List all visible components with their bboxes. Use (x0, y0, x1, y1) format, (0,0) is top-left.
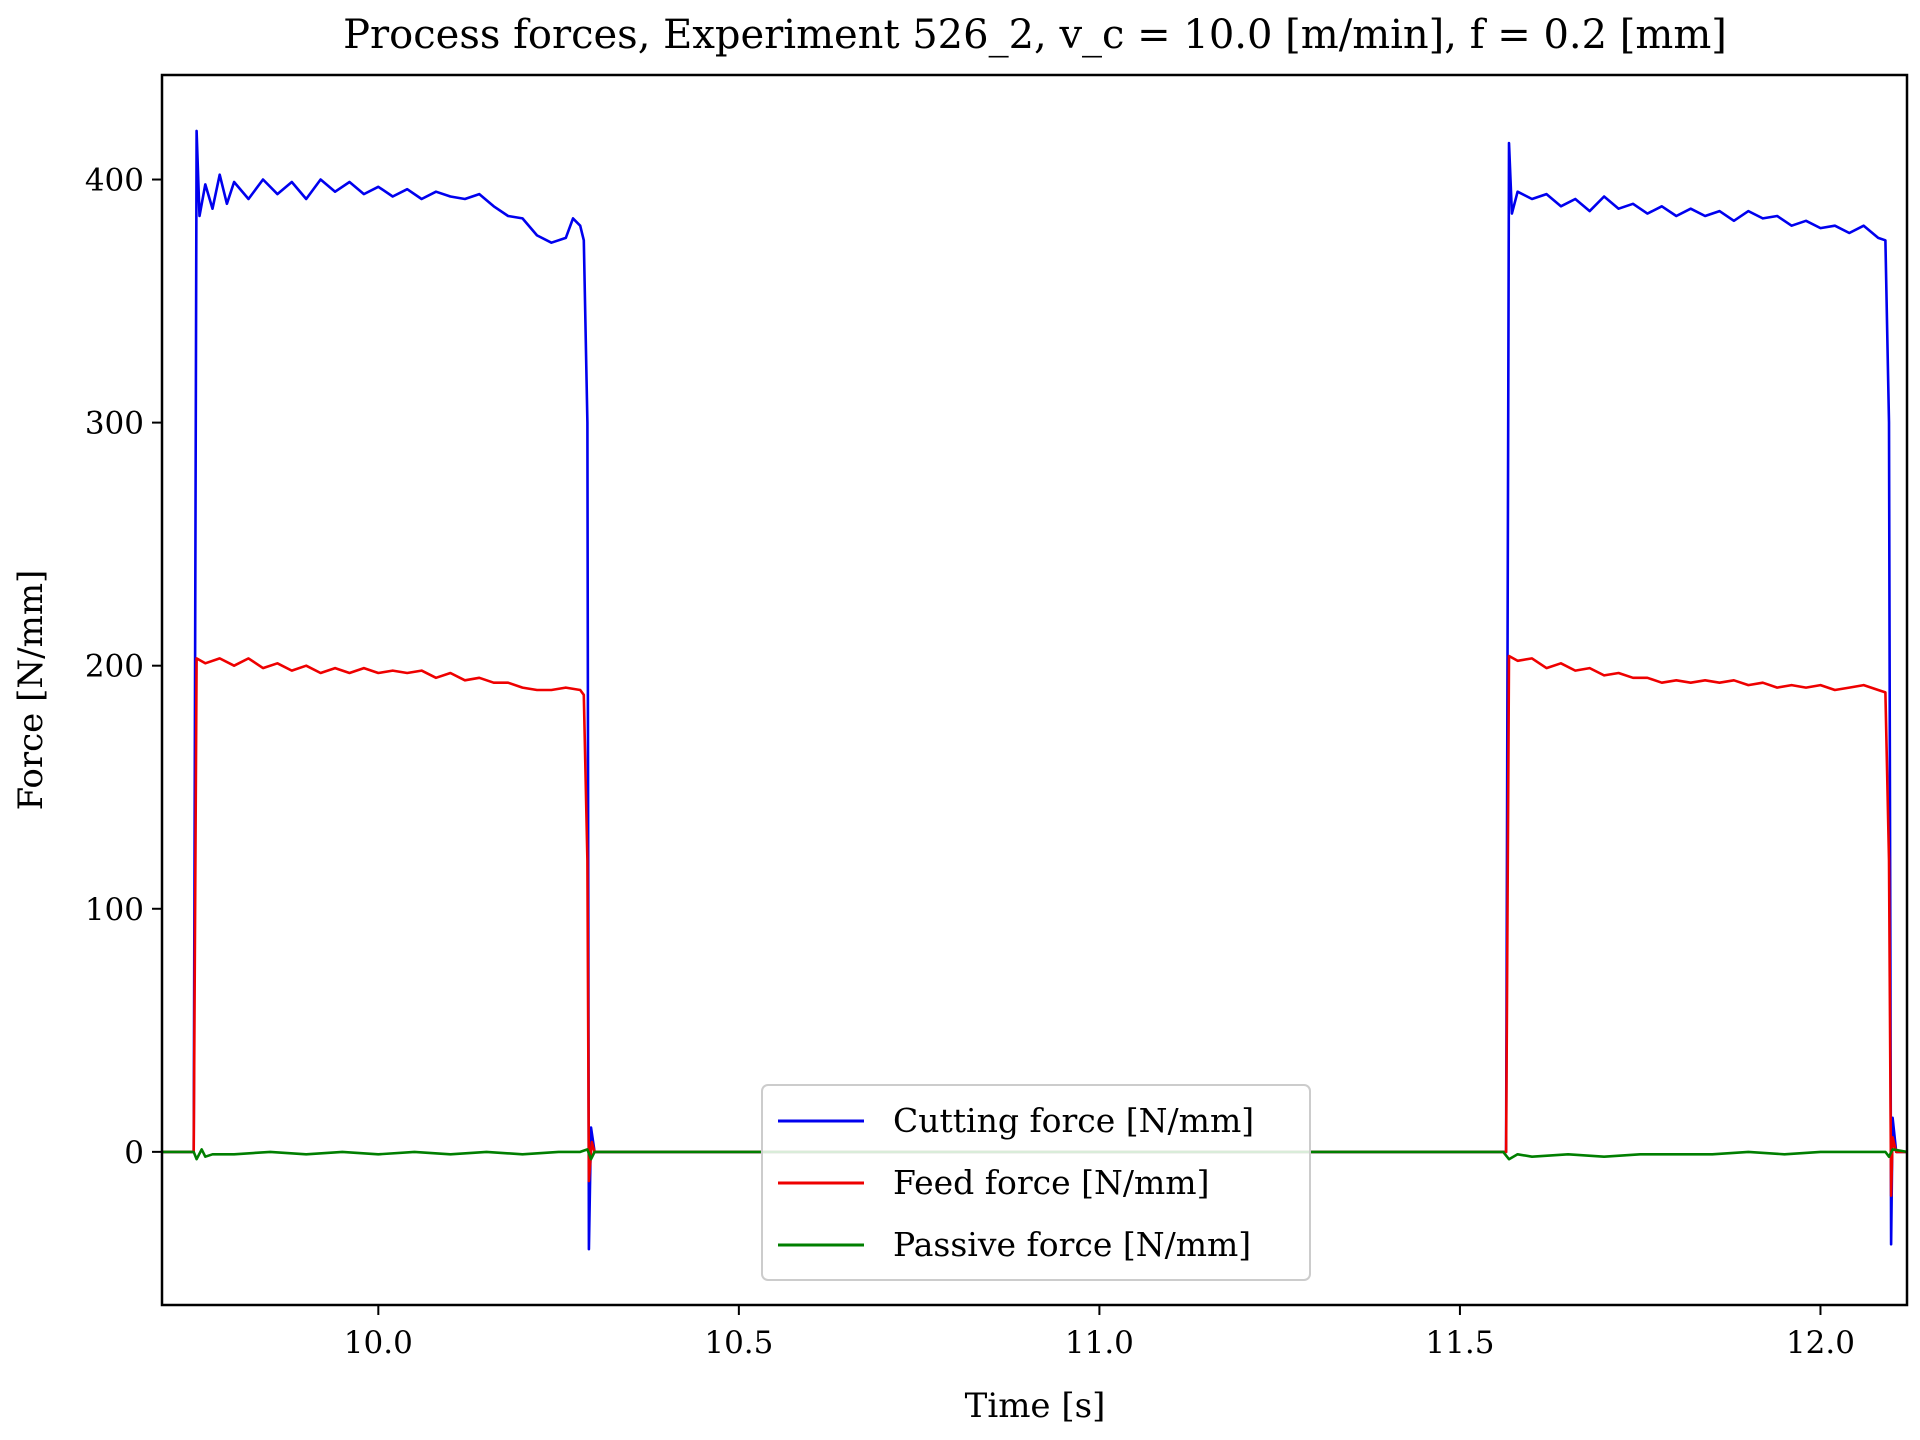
series-line-3 (162, 1148, 1907, 1161)
legend-label-3: Passive force [N/mm] (893, 1225, 1251, 1264)
legend-box (761, 1084, 1311, 1281)
chart-title: Process forces, Experiment 526_2, v_c = … (343, 12, 1727, 58)
y-tick-label: 300 (85, 406, 144, 442)
y-tick-label: 200 (85, 649, 144, 685)
legend: Cutting force [N/mm] Feed force [N/mm] Pas… (761, 1084, 1311, 1281)
plot-area (160, 73, 1909, 1307)
x-axis-title: Time [s] (965, 1386, 1106, 1426)
y-axis: 0 100 200 300 400 (85, 163, 162, 1171)
x-tick-label: 10.5 (704, 1325, 773, 1361)
y-tick-label: 100 (85, 892, 144, 928)
x-tick-label: 11.0 (1065, 1325, 1134, 1361)
y-tick-label: 400 (85, 163, 144, 199)
x-tick-label: 12.0 (1786, 1325, 1855, 1361)
series-layer (162, 129, 1907, 1251)
legend-entries: Cutting force [N/mm] Feed force [N/mm] Pas… (778, 1101, 1254, 1264)
y-tick-label: 0 (124, 1135, 144, 1171)
plot-frame (160, 73, 1909, 1307)
x-tick-label: 10.0 (344, 1325, 413, 1361)
legend-label-1: Cutting force [N/mm] (893, 1101, 1254, 1140)
legend-label-2: Feed force [N/mm] (893, 1163, 1209, 1202)
y-axis-title: Force [N/mm] (11, 570, 51, 811)
series-line-1 (162, 129, 1907, 1251)
x-tick-label: 11.5 (1425, 1325, 1494, 1361)
x-axis: 10.0 10.5 11.0 11.5 12.0 (344, 1305, 1855, 1361)
